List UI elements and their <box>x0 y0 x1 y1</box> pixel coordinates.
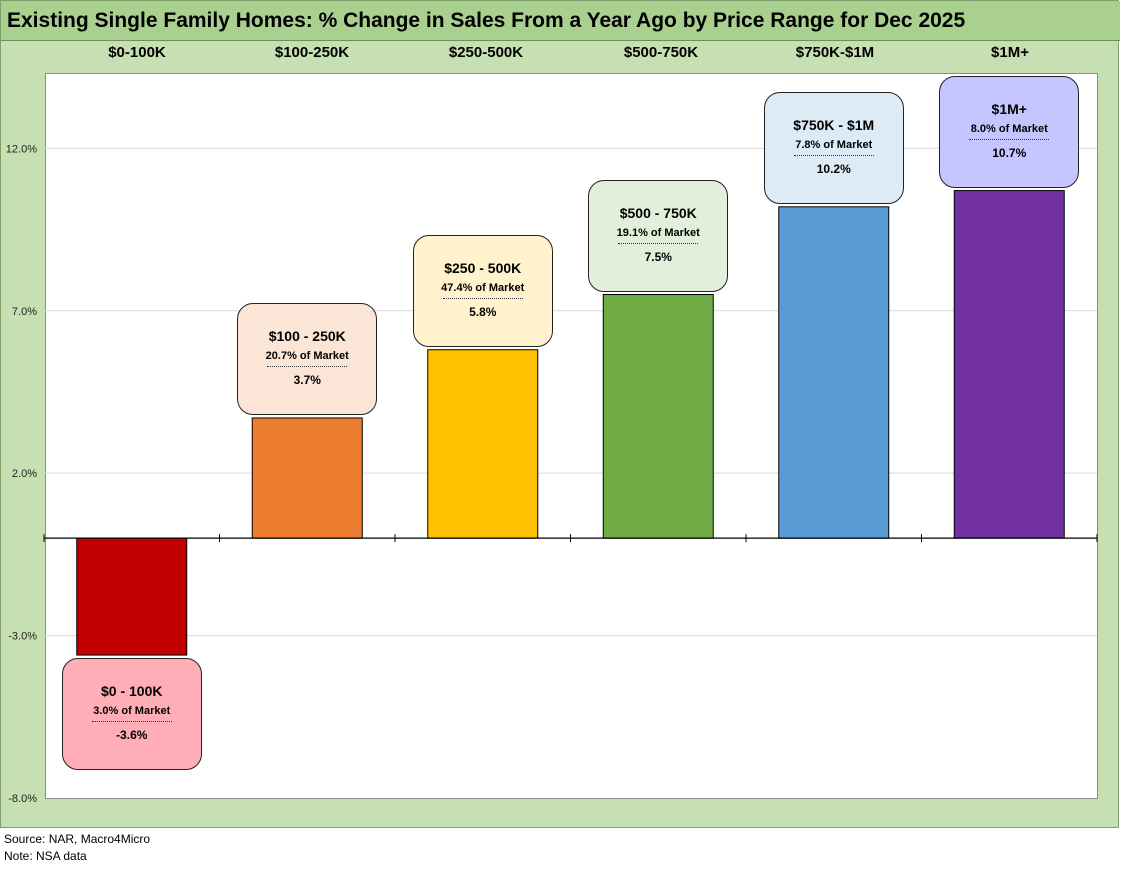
callout-share: 19.1% of Market <box>616 226 700 239</box>
callout-value: -3.6% <box>116 728 148 743</box>
bar-5 <box>953 190 1065 539</box>
callout-5: $1M+ 8.0% of Market 10.7% <box>939 75 1080 188</box>
callout-rule <box>618 242 699 244</box>
category-header-4: $750K-$1M <box>795 44 875 61</box>
y-tick-label-0: 12.0% <box>6 143 37 155</box>
chart-title: Existing Single Family Homes: % Change i… <box>1 1 1120 41</box>
callout-value: 10.7% <box>992 145 1027 160</box>
callout-rule <box>793 154 874 156</box>
bar-3 <box>602 294 714 539</box>
callout-title: $100 - 250K <box>268 327 346 344</box>
y-tick-label-1: 7.0% <box>12 306 37 318</box>
callout-share: 3.0% of Market <box>93 705 171 718</box>
callout-share: 47.4% of Market <box>441 281 525 294</box>
bar-0 <box>76 537 188 656</box>
callout-0: $0 - 100K 3.0% of Market -3.6% <box>61 658 202 771</box>
callout-share: 20.7% of Market <box>265 349 349 362</box>
callout-1: $100 - 250K 20.7% of Market 3.7% <box>237 302 378 415</box>
callout-share: 8.0% of Market <box>970 122 1048 135</box>
callout-share: 7.8% of Market <box>795 138 873 151</box>
bar-4 <box>778 206 890 539</box>
source-note: Source: NAR, Macro4Micro <box>4 832 151 846</box>
category-header-5: $1M+ <box>991 44 1029 61</box>
callout-rule <box>442 297 523 299</box>
category-header-3: $500-750K <box>623 44 699 61</box>
y-tick-label-3: -3.0% <box>8 631 37 643</box>
plot-area <box>45 73 1098 799</box>
y-tick-label-4: -8.0% <box>8 793 37 805</box>
data-note: Note: NSA data <box>4 849 87 863</box>
callout-title: $0 - 100K <box>101 683 163 700</box>
category-header-0: $0-100K <box>108 44 166 61</box>
callout-4: $750K - $1M 7.8% of Market 10.2% <box>763 91 904 204</box>
callout-title: $500 - 750K <box>619 204 697 221</box>
y-tick-label-2: 2.0% <box>12 468 37 480</box>
callout-2: $250 - 500K 47.4% of Market 5.8% <box>412 234 553 347</box>
callout-title: $750K - $1M <box>793 116 875 133</box>
category-header-1: $100-250K <box>274 44 350 61</box>
callout-value: 10.2% <box>816 161 851 176</box>
callout-value: 5.8% <box>469 304 497 319</box>
callout-value: 7.5% <box>644 249 672 264</box>
callout-title: $1M+ <box>991 100 1027 117</box>
bar-2 <box>427 349 539 539</box>
callout-title: $250 - 500K <box>444 259 522 276</box>
category-header-2: $250-500K <box>448 44 524 61</box>
callout-3: $500 - 750K 19.1% of Market 7.5% <box>588 179 729 292</box>
callout-rule <box>267 365 348 367</box>
callout-rule <box>91 721 172 723</box>
callout-rule <box>969 138 1050 140</box>
bar-1 <box>251 417 363 539</box>
callout-value: 3.7% <box>293 372 321 387</box>
